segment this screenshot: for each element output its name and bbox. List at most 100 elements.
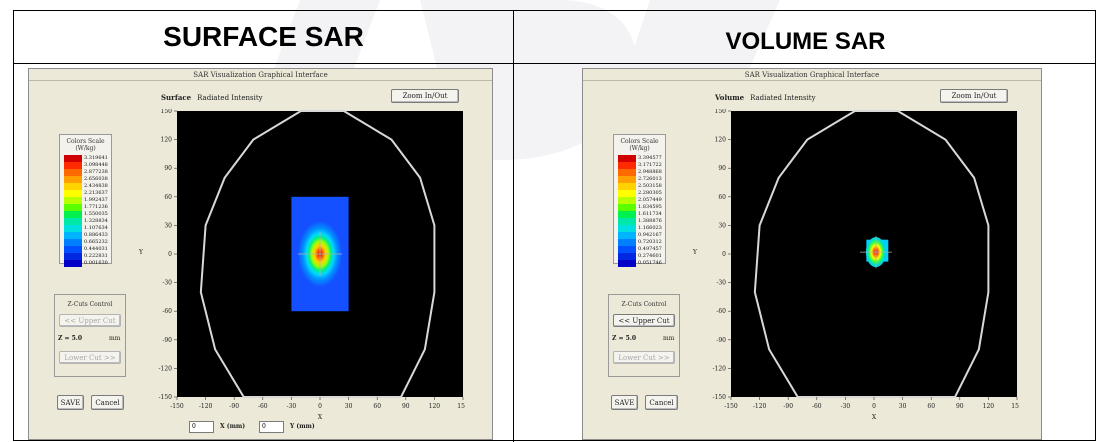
color-scale-value: 0.001630 [84, 260, 108, 266]
color-swatch [64, 225, 82, 232]
x-tick-label: -120 [199, 403, 213, 410]
color-swatch [618, 197, 636, 204]
plot-title: Surface Radiated Intensity [161, 93, 263, 102]
color-swatch [64, 260, 82, 267]
cancel-button[interactable]: Cancel [91, 395, 124, 410]
color-swatch [64, 218, 82, 225]
color-scale-value: 2.726013 [638, 176, 662, 182]
y-tick-label: -30 [162, 280, 172, 287]
x-tick-label: 150 [457, 403, 465, 410]
x-coordinate-input[interactable]: 0 [189, 421, 214, 433]
upper-cut-button[interactable]: << Upper Cut [59, 314, 121, 327]
color-swatch [64, 253, 82, 260]
y-coordinate-unit: Y (mm) [290, 423, 315, 430]
color-scale-value: 0.222831 [84, 253, 108, 259]
color-swatch [618, 253, 636, 260]
color-swatch [618, 239, 636, 246]
zoom-button[interactable]: Zoom In/Out [391, 89, 459, 103]
phantom-outline [199, 110, 436, 398]
color-swatch [64, 246, 82, 253]
z-unit-label: mm [663, 335, 675, 342]
color-scale-panel: Colors Scale (W/kg) 3.394577 3.171722 2.948… [613, 134, 666, 267]
x-tick-label: 30 [345, 403, 353, 410]
y-tick-label: -150 [713, 394, 727, 401]
color-scale-value: 2.877238 [84, 169, 108, 175]
header-divider [14, 63, 1096, 64]
color-scale-title: Colors Scale [620, 138, 659, 145]
x-tick-label: 150 [1011, 403, 1019, 410]
y-tick-label: -150 [159, 394, 173, 401]
color-scale-units: (W/kg) [75, 145, 96, 152]
save-button[interactable]: SAVE [611, 395, 638, 410]
color-scale-value: 1.388876 [638, 218, 662, 224]
x-tick-label: 120 [429, 403, 441, 410]
zoom-button[interactable]: Zoom In/Out [940, 89, 1008, 103]
color-scale-value: 1.166023 [638, 225, 662, 231]
x-axis-label: X [318, 414, 323, 421]
save-button[interactable]: SAVE [57, 395, 84, 410]
color-swatch [64, 162, 82, 169]
y-tick-label: 120 [715, 137, 727, 144]
upper-cut-button[interactable]: << Upper Cut [613, 314, 675, 327]
color-scale-value: 3.171722 [638, 162, 662, 168]
color-scale-value: 3.319641 [84, 155, 108, 161]
y-tick-label: 0 [722, 251, 726, 258]
y-tick-label: 30 [164, 222, 172, 229]
color-scale-value: 2.503158 [638, 183, 662, 189]
z-unit-label: mm [109, 335, 121, 342]
y-tick-label: -120 [713, 365, 727, 372]
color-swatch [64, 232, 82, 239]
y-tick-label: -60 [716, 308, 726, 315]
color-scale-value: 1.834595 [638, 204, 662, 210]
color-scale-value: 0.665232 [84, 239, 108, 245]
plot-subtitle: Radiated Intensity [197, 94, 263, 102]
color-scale-value: 1.771236 [84, 204, 108, 210]
color-scale-value: 0.051746 [638, 260, 662, 266]
lower-cut-button[interactable]: Lower Cut >> [613, 351, 675, 364]
x-tick-label: -60 [258, 403, 268, 410]
color-scale-value: 1.328834 [84, 218, 108, 224]
color-scale-value: 0.444031 [84, 246, 108, 252]
color-swatch [64, 169, 82, 176]
color-swatch [64, 176, 82, 183]
x-tick-label: 0 [318, 403, 322, 410]
window-title: SAR Visualization Graphical Interface [29, 69, 492, 81]
color-swatch [618, 232, 636, 239]
y-tick-label: 150 [715, 109, 727, 115]
sar-plot[interactable]: -150 -120 -90 -60 -30 0 30 60 90 120 150 150 120 90 60… [689, 109, 1019, 434]
x-tick-label: -90 [783, 403, 793, 410]
x-tick-label: -30 [287, 403, 297, 410]
column-divider [513, 11, 514, 442]
y-axis-label: Y [692, 249, 698, 256]
color-swatch [618, 204, 636, 211]
x-tick-label: 90 [956, 403, 964, 410]
z-cuts-panel: Z-Cuts Control [54, 294, 126, 377]
color-scale-value: 1.550035 [84, 211, 108, 217]
x-coordinate-unit: X (mm) [220, 423, 246, 430]
y-coordinate-input[interactable]: 0 [259, 421, 284, 433]
cancel-button[interactable]: Cancel [645, 395, 678, 410]
color-scale-value: 1.611734 [638, 211, 662, 217]
phantom-outline [753, 110, 990, 398]
x-tick-label: -120 [753, 403, 767, 410]
color-scale-value: 2.434838 [84, 183, 108, 189]
color-swatch [618, 176, 636, 183]
z-value-label: Z = 5.0 [612, 335, 637, 342]
color-swatch [618, 169, 636, 176]
color-scale-value: 1.107634 [84, 225, 108, 231]
y-tick-label: 60 [718, 194, 726, 201]
color-scale-value: 0.274601 [638, 253, 662, 259]
y-tick-label: -90 [716, 337, 726, 344]
y-tick-label: 30 [718, 222, 726, 229]
x-tick-label: -60 [812, 403, 822, 410]
color-scale-value: 2.280305 [638, 190, 662, 196]
y-tick-label: -60 [162, 308, 172, 315]
volume-sar-window: SAR Visualization Graphical Interface Zo… [582, 68, 1042, 440]
plot-title: Volume Radiated Intensity [715, 93, 816, 102]
color-scale-value: 0.497457 [638, 246, 662, 252]
color-swatch [618, 260, 636, 267]
sar-plot[interactable]: -150 -120 -90 -60 -30 0 30 60 90 120 150 150 120 90 60… [135, 109, 465, 434]
plot-type: Surface [161, 93, 192, 102]
color-scale-value: 0.942167 [638, 232, 662, 238]
lower-cut-button[interactable]: Lower Cut >> [59, 351, 121, 364]
